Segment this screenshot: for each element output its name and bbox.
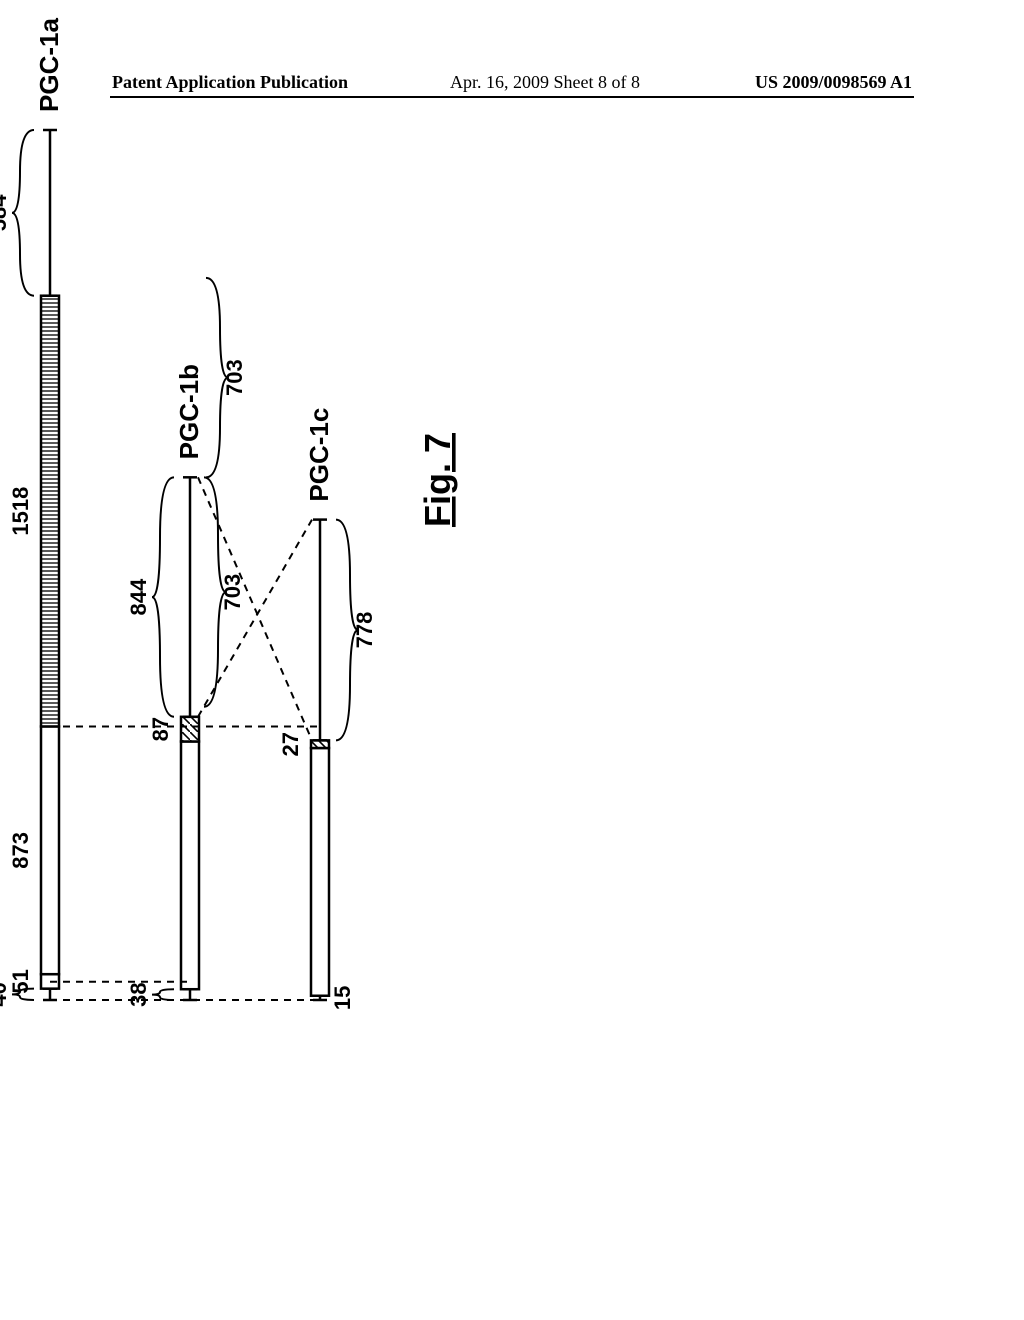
figure-7: 40518731518584PGC-1a3887844703PGC-1b1527…	[0, 320, 1010, 1020]
page: Patent Application Publication Apr. 16, …	[0, 0, 1024, 1320]
svg-text:1518: 1518	[8, 487, 33, 536]
svg-text:778: 778	[352, 612, 377, 649]
svg-text:27: 27	[278, 732, 303, 756]
svg-text:51: 51	[8, 969, 33, 993]
svg-text:873: 873	[8, 832, 33, 869]
svg-text:PGC-1a: PGC-1a	[34, 18, 64, 112]
svg-text:PGC-1b: PGC-1b	[174, 364, 204, 459]
svg-text:15: 15	[330, 986, 355, 1010]
svg-text:Fig. 7: Fig. 7	[417, 433, 458, 527]
svg-text:PGC-1c: PGC-1c	[304, 408, 334, 502]
svg-text:844: 844	[126, 578, 151, 615]
svg-text:703: 703	[222, 359, 247, 396]
header-mid: Apr. 16, 2009 Sheet 8 of 8	[450, 72, 640, 93]
svg-text:584: 584	[0, 194, 11, 231]
svg-text:87: 87	[148, 717, 173, 741]
svg-text:38: 38	[126, 982, 151, 1006]
figure-svg: 40518731518584PGC-1a3887844703PGC-1b1527…	[0, 0, 470, 1020]
header-right: US 2009/0098569 A1	[755, 72, 912, 93]
